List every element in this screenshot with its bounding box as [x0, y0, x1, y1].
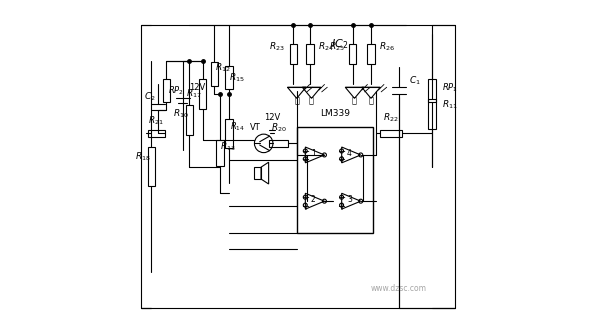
Bar [199, 79, 206, 109]
Text: $R_{25}$: $R_{25}$ [329, 40, 344, 53]
Text: LM339: LM339 [320, 109, 350, 118]
Bar [428, 99, 436, 129]
Text: $-$: $-$ [301, 145, 310, 155]
Bar [269, 140, 287, 147]
Text: 2: 2 [311, 195, 316, 204]
Text: $R_{10}$: $R_{10}$ [173, 108, 189, 120]
Bar [296, 127, 373, 232]
Text: 黄: 黄 [309, 97, 314, 106]
Text: $R_{21}$: $R_{21}$ [148, 114, 164, 127]
Text: 4: 4 [347, 149, 352, 158]
Text: $IC_2$: $IC_2$ [331, 37, 348, 51]
Bar [254, 167, 261, 179]
Text: $R_{13}$: $R_{13}$ [220, 141, 236, 153]
Text: $R_{18}$: $R_{18}$ [135, 150, 151, 163]
Text: 红: 红 [294, 97, 299, 106]
Text: $R_{24}$: $R_{24}$ [318, 40, 334, 53]
Text: $C_2$: $C_2$ [144, 91, 155, 104]
Bar [306, 44, 314, 64]
Text: 1: 1 [311, 149, 316, 158]
Text: $RP_1$: $RP_1$ [442, 82, 458, 94]
Text: $RP_2$: $RP_2$ [168, 84, 184, 97]
Text: 红: 红 [368, 97, 373, 106]
Bar [211, 63, 218, 86]
Text: 3: 3 [347, 195, 352, 204]
Text: $+$: $+$ [301, 155, 310, 166]
Bar [163, 79, 170, 102]
Bar [226, 66, 233, 89]
Text: 绿: 绿 [352, 97, 357, 106]
Text: $C_1$: $C_1$ [409, 75, 421, 88]
Text: $R_{23}$: $R_{23}$ [269, 40, 285, 53]
Text: $-$: $-$ [337, 145, 347, 155]
Text: $R_{15}$: $R_{15}$ [229, 71, 245, 84]
Bar [349, 44, 356, 64]
Bar [148, 147, 155, 186]
Bar [290, 44, 297, 64]
Text: $R_{22}$: $R_{22}$ [383, 111, 398, 124]
Bar [148, 130, 164, 137]
Bar [186, 106, 193, 135]
Text: $+$: $+$ [337, 200, 346, 212]
Bar [380, 130, 401, 137]
Bar [428, 79, 436, 102]
Text: $R_{17}$: $R_{17}$ [187, 88, 202, 100]
Text: $R_{14}$: $R_{14}$ [230, 121, 245, 133]
Bar [226, 119, 233, 148]
Text: $-$: $-$ [337, 191, 347, 201]
Text: $R_{20}$: $R_{20}$ [271, 121, 286, 134]
Text: VT: VT [250, 123, 261, 132]
Bar [217, 140, 224, 166]
Text: $-$: $-$ [301, 191, 310, 201]
Text: 12V: 12V [190, 83, 206, 92]
Text: $R_{26}$: $R_{26}$ [379, 40, 395, 53]
Text: $+$: $+$ [337, 155, 346, 166]
Text: $+$: $+$ [301, 200, 310, 212]
Text: www.dzsc.com: www.dzsc.com [371, 284, 427, 293]
Text: $R_{11}$: $R_{11}$ [442, 98, 458, 111]
Text: $R_{12}$: $R_{12}$ [215, 61, 230, 74]
Text: 12V: 12V [264, 113, 280, 122]
Bar [367, 44, 374, 64]
